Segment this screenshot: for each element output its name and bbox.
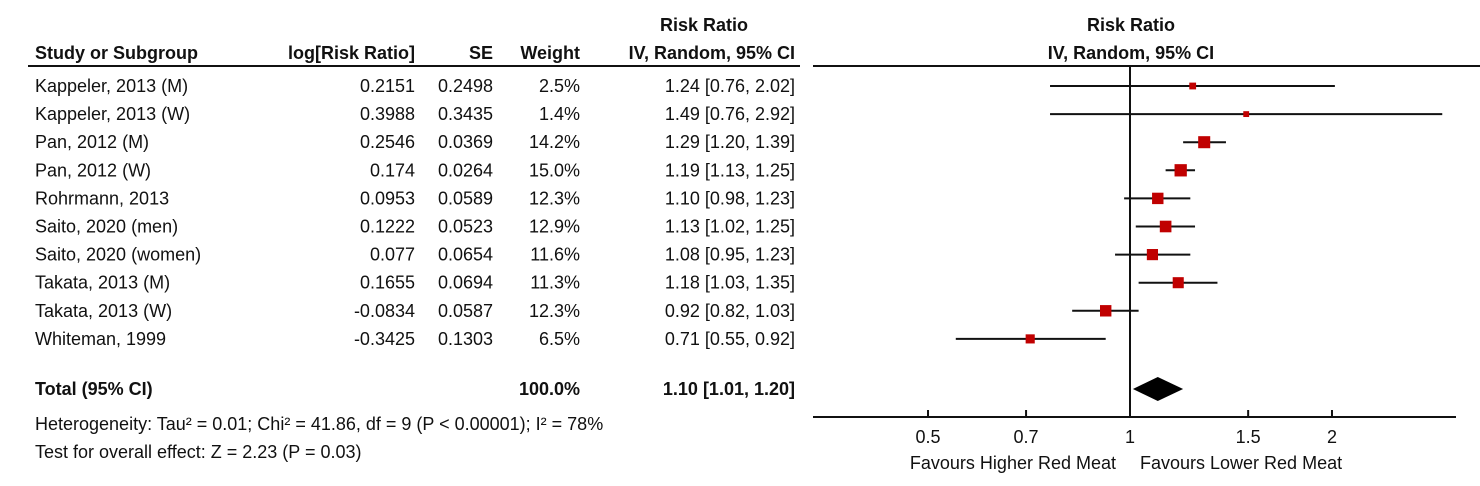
point-estimate-marker: [1025, 334, 1035, 344]
table-row: Takata, 2013 (W) -0.0834 0.0587 12.3% 0.92 […: [35, 301, 795, 321]
log-rr-value: 0.2546: [360, 132, 415, 152]
study-name: Kappeler, 2013 (M): [35, 76, 188, 96]
ci-value: 0.71 [0.55, 0.92]: [665, 329, 795, 349]
study-name: Saito, 2020 (women): [35, 245, 201, 265]
x-tick-label: 0.5: [916, 427, 941, 447]
ci-value: 0.92 [0.82, 1.03]: [665, 301, 795, 321]
point-estimate-marker: [1198, 136, 1211, 149]
study-name: Saito, 2020 (men): [35, 217, 178, 237]
ci-value: 1.08 [0.95, 1.23]: [665, 245, 795, 265]
point-estimate-marker: [1159, 220, 1172, 233]
log-rr-value: 0.3988: [360, 104, 415, 124]
study-name: Takata, 2013 (W): [35, 301, 172, 321]
log-rr-value: -0.3425: [354, 329, 415, 349]
x-tick-label: 1.5: [1236, 427, 1261, 447]
table-row: Saito, 2020 (women) 0.077 0.0654 11.6% 1.08 …: [35, 245, 795, 265]
overall-effect-text: Test for overall effect: Z = 2.23 (P = 0…: [35, 442, 362, 462]
se-value: 0.0694: [438, 273, 493, 293]
table-row: Kappeler, 2013 (M) 0.2151 0.2498 2.5% 1.24 […: [35, 76, 795, 96]
header-ci-subtitle: IV, Random, 95% CI: [629, 43, 795, 63]
total-label: Total (95% CI): [35, 379, 153, 399]
header-ci-title: Risk Ratio: [660, 15, 748, 35]
weight-value: 11.6%: [530, 245, 580, 265]
point-estimate-marker: [1174, 164, 1187, 177]
study-name: Pan, 2012 (M): [35, 132, 149, 152]
study-name: Takata, 2013 (M): [35, 273, 170, 293]
point-estimate-marker: [1099, 305, 1112, 317]
weight-value: 11.3%: [530, 273, 580, 293]
log-rr-value: 0.1222: [360, 217, 415, 237]
study-name: Pan, 2012 (W): [35, 160, 151, 180]
ci-value: 1.49 [0.76, 2.92]: [665, 104, 795, 124]
se-value: 0.0589: [438, 188, 493, 208]
heterogeneity-text: Heterogeneity: Tau² = 0.01; Chi² = 41.86…: [35, 414, 603, 434]
weight-value: 14.2%: [529, 132, 580, 152]
x-tick-label: 1: [1125, 427, 1135, 447]
total-diamond: [1132, 377, 1184, 401]
header-study: Study or Subgroup: [35, 43, 198, 63]
log-rr-value: 0.0953: [360, 188, 415, 208]
log-rr-value: 0.174: [370, 160, 415, 180]
header-log-rr: log[Risk Ratio]: [288, 43, 415, 63]
plot-header-title: Risk Ratio: [1087, 15, 1175, 35]
weight-value: 12.3%: [529, 301, 580, 321]
point-estimate-marker: [1152, 192, 1164, 205]
ci-value: 1.24 [0.76, 2.02]: [665, 76, 795, 96]
log-rr-value: 0.077: [370, 245, 415, 265]
plot-header-subtitle: IV, Random, 95% CI: [1048, 43, 1214, 63]
se-value: 0.0369: [438, 132, 493, 152]
weight-value: 1.4%: [539, 104, 580, 124]
ci-value: 1.13 [1.02, 1.25]: [665, 217, 795, 237]
x-tick-label: 0.7: [1014, 427, 1039, 447]
point-estimate-marker: [1243, 111, 1250, 118]
favours-left-label: Favours Higher Red Meat: [910, 453, 1116, 473]
point-estimate-marker: [1189, 82, 1197, 90]
se-value: 0.3435: [438, 104, 493, 124]
table-row: Whiteman, 1999 -0.3425 0.1303 6.5% 0.71 [0.5…: [35, 329, 795, 349]
point-estimate-marker: [1172, 277, 1184, 289]
se-value: 0.0654: [438, 245, 493, 265]
header-se: SE: [469, 43, 493, 63]
log-rr-value: -0.0834: [354, 301, 415, 321]
log-rr-value: 0.1655: [360, 273, 415, 293]
ci-value: 1.29 [1.20, 1.39]: [665, 132, 795, 152]
table-row: Kappeler, 2013 (W) 0.3988 0.3435 1.4% 1.49 […: [35, 104, 795, 124]
se-value: 0.0523: [438, 217, 493, 237]
log-rr-value: 0.2151: [360, 76, 415, 96]
ci-value: 1.10 [0.98, 1.23]: [665, 188, 795, 208]
weight-value: 15.0%: [529, 160, 580, 180]
se-value: 0.0587: [438, 301, 493, 321]
favours-right-label: Favours Lower Red Meat: [1140, 453, 1342, 473]
total-weight: 100.0%: [519, 379, 580, 399]
point-estimate-marker: [1146, 249, 1159, 261]
study-name: Rohrmann, 2013: [35, 188, 169, 208]
table-row: Rohrmann, 2013 0.0953 0.0589 12.3% 1.10 [0.9…: [35, 188, 795, 208]
ci-value: 1.19 [1.13, 1.25]: [665, 160, 795, 180]
header-weight: Weight: [520, 43, 580, 63]
study-name: Whiteman, 1999: [35, 329, 166, 349]
se-value: 0.1303: [438, 329, 493, 349]
study-name: Kappeler, 2013 (W): [35, 104, 190, 124]
weight-value: 6.5%: [539, 329, 580, 349]
se-value: 0.2498: [438, 76, 493, 96]
ci-value: 1.18 [1.03, 1.35]: [665, 273, 795, 293]
weight-value: 12.3%: [529, 188, 580, 208]
table-row: Pan, 2012 (M) 0.2546 0.0369 14.2% 1.29 [1.20…: [35, 132, 795, 152]
weight-value: 12.9%: [529, 217, 580, 237]
table-row: Pan, 2012 (W) 0.174 0.0264 15.0% 1.19 [1.13,…: [35, 160, 795, 180]
table-row: Saito, 2020 (men) 0.1222 0.0523 12.9% 1.13 […: [35, 217, 795, 237]
total-ci: 1.10 [1.01, 1.20]: [663, 379, 795, 399]
table-row: Takata, 2013 (M) 0.1655 0.0694 11.3% 1.18 [1…: [35, 273, 795, 293]
x-tick-label: 2: [1327, 427, 1337, 447]
se-value: 0.0264: [438, 160, 493, 180]
weight-value: 2.5%: [539, 76, 580, 96]
